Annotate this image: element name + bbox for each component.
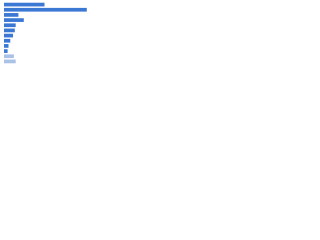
- bar: [4, 2, 45, 7]
- bar: [4, 49, 8, 53]
- bar: [4, 44, 9, 48]
- bar: [4, 28, 15, 33]
- bar: [4, 23, 16, 28]
- page: (() => { const data = JSON.parse(documen…: [0, 0, 320, 71]
- bar: [4, 33, 13, 38]
- chart: [4, 2, 87, 64]
- bar: [4, 7, 87, 12]
- bar: [4, 38, 11, 43]
- bar: [4, 54, 14, 59]
- bar: [4, 18, 24, 22]
- bar: [4, 13, 19, 17]
- bar: [4, 59, 16, 64]
